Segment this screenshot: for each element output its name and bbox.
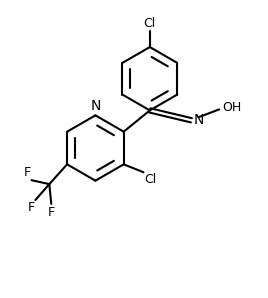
Text: Cl: Cl [144,173,157,186]
Text: OH: OH [222,101,241,114]
Text: Cl: Cl [144,17,156,30]
Text: F: F [48,206,55,219]
Text: F: F [23,166,31,179]
Text: N: N [90,99,100,113]
Text: F: F [27,201,35,214]
Text: N: N [193,113,204,127]
